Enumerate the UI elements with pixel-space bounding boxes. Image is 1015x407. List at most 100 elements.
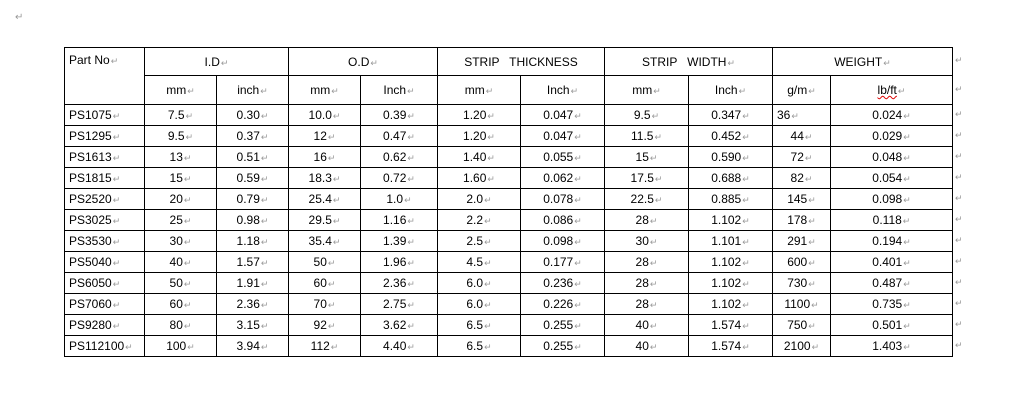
- value-cell: 2.36↵: [360, 272, 438, 294]
- header-strip-width: STRIP WIDTH↵: [604, 47, 773, 76]
- header-unit: inch↵: [216, 75, 289, 105]
- value-cell: 25.4↵: [288, 188, 361, 210]
- part-number-cell: PS7060↵: [64, 293, 145, 315]
- part-number-cell: PS3530↵: [64, 230, 145, 252]
- table-row: PS3025↵ 25↵ 0.98↵ 29.5↵ 1.16↵ 2.2↵ 0.086↵ 28↵ 1.…: [64, 209, 953, 231]
- end-of-row-mark: ↵: [955, 214, 963, 224]
- value-cell: 6.5↵: [437, 314, 521, 336]
- value-cell: 0.194↵: [830, 230, 953, 252]
- value-cell: 35.4↵: [288, 230, 361, 252]
- table-row: PS6050↵ 50↵ 1.91↵ 60↵ 2.36↵ 6.0↵ 0.236↵ 28↵ 1.10…: [64, 272, 953, 294]
- value-cell: 0.79↵: [216, 188, 289, 210]
- value-cell: 4.5↵: [437, 251, 521, 273]
- value-cell: 60↵: [288, 272, 361, 294]
- value-cell: 2.75↵: [360, 293, 438, 315]
- value-cell: 0.226↵: [520, 293, 605, 315]
- header-row-groups: Part No↵ I.D↵ O.D↵ STRIP THICKNESS STRIP…: [64, 47, 953, 105]
- value-cell: 3.94↵: [216, 335, 289, 357]
- value-cell: 1.102↵: [688, 272, 773, 294]
- value-cell: 80↵: [144, 314, 217, 336]
- value-cell: 70↵: [288, 293, 361, 315]
- end-of-row-mark: ↵: [955, 340, 963, 350]
- value-cell: 1.102↵: [688, 251, 773, 273]
- value-cell: 1.101↵: [688, 230, 773, 252]
- value-cell: 600↵: [772, 251, 831, 273]
- value-cell: 28↵: [604, 272, 689, 294]
- value-cell: 0.452↵: [688, 125, 773, 147]
- value-cell: 9.5↵: [144, 125, 217, 147]
- header-unit: mm↵: [437, 75, 521, 105]
- value-cell: 6.0↵: [437, 293, 521, 315]
- value-cell: 0.177↵: [520, 251, 605, 273]
- header-unit: mm↵: [604, 75, 689, 105]
- value-cell: 82↵: [772, 167, 831, 189]
- part-number-cell: PS1075↵: [64, 104, 145, 126]
- value-cell: 20↵: [144, 188, 217, 210]
- value-cell: 0.487↵: [830, 272, 953, 294]
- value-cell: 9.5↵: [604, 104, 689, 126]
- value-cell: 0.51↵: [216, 146, 289, 168]
- value-cell: 291↵: [772, 230, 831, 252]
- value-cell: 0.39↵: [360, 104, 438, 126]
- value-cell: 7.5↵: [144, 104, 217, 126]
- value-cell: 2.5↵: [437, 230, 521, 252]
- value-cell: 4.40↵: [360, 335, 438, 357]
- end-of-row-mark: ↵: [955, 193, 963, 203]
- value-cell: 1.102↵: [688, 209, 773, 231]
- value-cell: 40↵: [604, 335, 689, 357]
- value-cell: 16↵: [288, 146, 361, 168]
- value-cell: 0.029↵: [830, 125, 953, 147]
- value-cell: 2100↵: [772, 335, 831, 357]
- value-cell: 92↵: [288, 314, 361, 336]
- value-cell: 72↵: [772, 146, 831, 168]
- value-cell: 2.2↵: [437, 209, 521, 231]
- value-cell: 0.37↵: [216, 125, 289, 147]
- value-cell: 13↵: [144, 146, 217, 168]
- end-of-row-mark: ↵: [955, 84, 963, 94]
- end-of-row-mark: ↵: [955, 277, 963, 287]
- table-row: PS5040↵ 40↵ 1.57↵ 50↵ 1.96↵ 4.5↵ 0.177↵ 28↵ 1.10…: [64, 251, 953, 273]
- value-cell: 50↵: [288, 251, 361, 273]
- part-number-cell: PS1295↵: [64, 125, 145, 147]
- end-of-row-mark: ↵: [955, 55, 963, 65]
- table-row: PS112100↵ 100↵ 3.94↵ 112↵ 4.40↵ 6.5↵ 0.255↵ 40↵…: [64, 335, 953, 357]
- value-cell: 1100↵: [772, 293, 831, 315]
- value-cell: 1.574↵: [688, 314, 773, 336]
- value-cell: 18.3↵: [288, 167, 361, 189]
- value-cell: 145↵: [772, 188, 831, 210]
- value-cell: 44↵: [772, 125, 831, 147]
- value-cell: 30↵: [144, 230, 217, 252]
- value-cell: 29.5↵: [288, 209, 361, 231]
- value-cell: 0.098↵: [520, 230, 605, 252]
- value-cell: 1.102↵: [688, 293, 773, 315]
- value-cell: 0.255↵: [520, 335, 605, 357]
- header-weight: WEIGHT↵: [772, 47, 953, 76]
- table-row: PS1075↵ 7.5↵ 0.30↵ 10.0↵ 0.39↵ 1.20↵ 0.047↵ 9.5…: [64, 104, 953, 126]
- part-number-cell: PS6050↵: [64, 272, 145, 294]
- table-row: PS2520↵ 20↵ 0.79↵ 25.4↵ 1.0↵ 2.0↵ 0.078↵ 22.5↵ 0…: [64, 188, 953, 210]
- value-cell: 0.47↵: [360, 125, 438, 147]
- value-cell: 12↵: [288, 125, 361, 147]
- value-cell: 60↵: [144, 293, 217, 315]
- value-cell: 0.255↵: [520, 314, 605, 336]
- value-cell: 3.15↵: [216, 314, 289, 336]
- value-cell: 1.20↵: [437, 125, 521, 147]
- value-cell: 0.59↵: [216, 167, 289, 189]
- value-cell: 1.39↵: [360, 230, 438, 252]
- table-row: PS1815↵ 15↵ 0.59↵ 18.3↵ 0.72↵ 1.60↵ 0.062↵ 17.5…: [64, 167, 953, 189]
- value-cell: 0.688↵: [688, 167, 773, 189]
- value-cell: 36↵: [772, 104, 831, 126]
- value-cell: 1.574↵: [688, 335, 773, 357]
- header-unit: lb/ft↵: [830, 75, 953, 105]
- header-part-no: Part No↵: [64, 47, 145, 105]
- value-cell: 0.024↵: [830, 104, 953, 126]
- value-cell: 1.20↵: [437, 104, 521, 126]
- value-cell: 0.735↵: [830, 293, 953, 315]
- value-cell: 0.885↵: [688, 188, 773, 210]
- value-cell: 50↵: [144, 272, 217, 294]
- header-row-units: mm↵ inch↵ mm↵ Inch↵ mm↵ Inch↵ mm↵ Inch↵ g/m↵ lb/f…: [65, 75, 953, 105]
- value-cell: 1.91↵: [216, 272, 289, 294]
- end-of-row-mark: ↵: [955, 319, 963, 329]
- header-unit: mm↵: [288, 75, 361, 105]
- part-number-cell: PS1613↵: [64, 146, 145, 168]
